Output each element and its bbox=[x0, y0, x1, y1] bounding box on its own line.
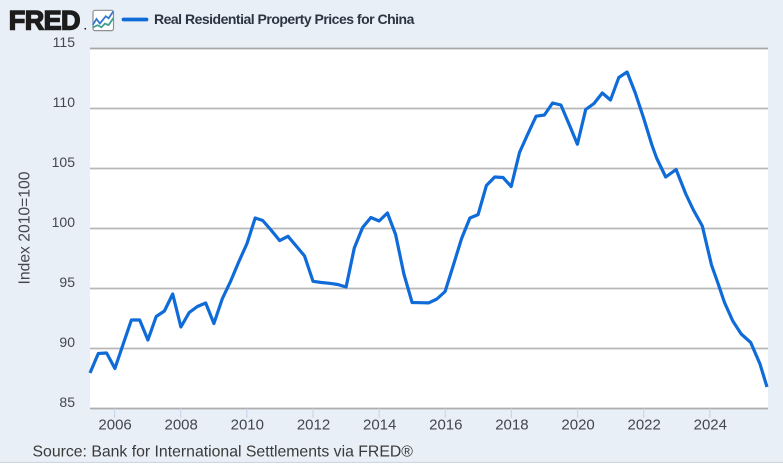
svg-text:110: 110 bbox=[53, 94, 76, 110]
svg-text:115: 115 bbox=[53, 34, 76, 50]
svg-text:2020: 2020 bbox=[561, 417, 594, 434]
svg-text:105: 105 bbox=[52, 154, 76, 170]
svg-text:2018: 2018 bbox=[495, 417, 528, 434]
svg-text:2006: 2006 bbox=[98, 417, 131, 434]
svg-text:2016: 2016 bbox=[429, 417, 462, 434]
svg-text:2014: 2014 bbox=[363, 417, 396, 434]
svg-text:2008: 2008 bbox=[165, 417, 198, 434]
svg-text:90: 90 bbox=[59, 334, 75, 350]
svg-text:Index 2010=100: Index 2010=100 bbox=[17, 171, 34, 284]
svg-text:2024: 2024 bbox=[694, 417, 727, 434]
svg-text:95: 95 bbox=[59, 274, 75, 290]
svg-text:2010: 2010 bbox=[231, 417, 264, 434]
svg-text:100: 100 bbox=[52, 214, 76, 230]
svg-text:Real Residential Property Pric: Real Residential Property Prices for Chi… bbox=[154, 11, 415, 27]
svg-text:85: 85 bbox=[59, 394, 75, 410]
svg-text:FRED: FRED bbox=[9, 6, 80, 36]
svg-text:2012: 2012 bbox=[297, 417, 330, 434]
svg-text:Source: Bank for International: Source: Bank for International Settlemen… bbox=[33, 444, 414, 461]
svg-text:2022: 2022 bbox=[628, 417, 661, 434]
